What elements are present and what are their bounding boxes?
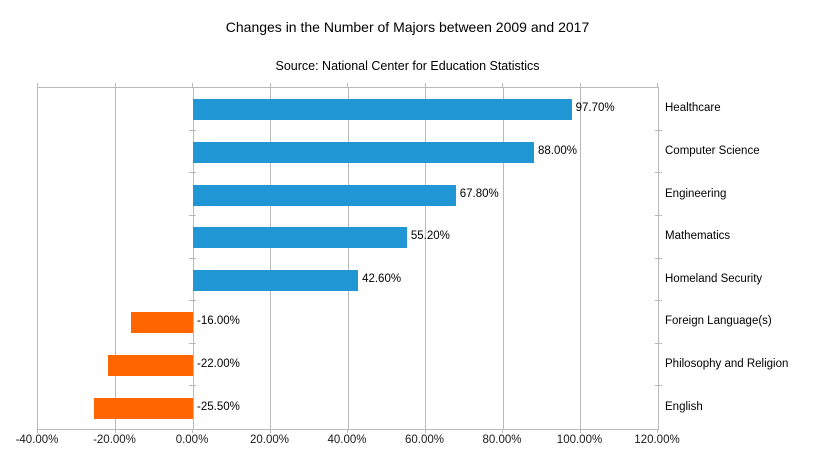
x-axis-tick xyxy=(424,429,426,433)
right-axis-row-tick xyxy=(655,130,662,131)
x-axis-tick xyxy=(269,429,271,433)
category-label-computer-science: Computer Science xyxy=(665,145,760,157)
value-label-english: -25.50% xyxy=(197,400,240,413)
gridline-100 xyxy=(580,88,581,429)
x-axis-tick xyxy=(502,429,503,433)
x-axis-top-tick xyxy=(579,83,581,87)
bar-healthcare xyxy=(193,98,572,120)
value-label-computer-science: 88.00% xyxy=(538,144,578,157)
x-tick-label--20: -20.00% xyxy=(93,434,136,446)
x-axis-tick xyxy=(657,429,658,433)
category-label-engineering: Engineering xyxy=(665,188,727,200)
right-axis-row-tick xyxy=(655,172,662,173)
plot-area xyxy=(37,87,659,430)
x-axis-top-tick xyxy=(347,83,348,87)
x-tick-label-60: 60.00% xyxy=(404,434,444,446)
chart-subtitle: Source: National Center for Education St… xyxy=(275,59,540,73)
value-label-mathematics: 55.20% xyxy=(410,229,450,242)
x-axis-top-tick xyxy=(502,83,503,87)
bar-english xyxy=(94,397,193,419)
bar-engineering xyxy=(193,184,456,206)
x-axis-top-tick xyxy=(269,83,271,87)
gridline-20 xyxy=(270,88,271,429)
value-label-foreign-language-s: -16.00% xyxy=(197,314,240,327)
zero-axis-row-tick xyxy=(189,172,196,173)
x-axis-top-tick xyxy=(657,83,658,87)
x-tick-label-0: 0.00% xyxy=(175,434,209,446)
category-label-philosophy-and-religion: Philosophy and Religion xyxy=(665,358,789,370)
zero-axis-row-tick xyxy=(189,258,196,259)
bar-foreign-language-s xyxy=(131,311,193,333)
x-tick-label-80: 80.00% xyxy=(482,434,522,446)
x-tick-label--40: -40.00% xyxy=(15,434,59,446)
gridline--20 xyxy=(115,88,116,429)
chart-title: Changes in the Number of Majors between … xyxy=(225,19,590,35)
bar-computer-science xyxy=(193,141,534,163)
category-label-foreign-language-s: Foreign Language(s) xyxy=(665,315,772,327)
zero-axis-row-tick xyxy=(189,130,196,131)
right-axis-row-tick xyxy=(655,385,662,386)
category-label-mathematics: Mathematics xyxy=(665,230,731,242)
x-axis-top-tick xyxy=(424,83,426,87)
category-label-healthcare: Healthcare xyxy=(665,102,721,114)
x-tick-label-120: 120.00% xyxy=(634,434,680,446)
category-label-english: English xyxy=(665,401,703,413)
value-label-engineering: 67.80% xyxy=(459,187,499,200)
bar-homeland-security xyxy=(193,269,359,291)
zero-axis-row-tick xyxy=(189,385,196,386)
x-axis-top-tick xyxy=(37,83,38,87)
gridline-80 xyxy=(502,88,504,429)
value-label-philosophy-and-religion: -22.00% xyxy=(197,357,240,370)
bar-mathematics xyxy=(193,226,407,248)
x-axis-tick xyxy=(37,429,38,433)
right-axis-row-tick xyxy=(655,343,662,344)
x-axis-tick xyxy=(114,429,116,433)
right-axis-row-tick xyxy=(655,258,662,259)
zero-axis-row-tick xyxy=(189,343,196,344)
x-axis-tick xyxy=(192,429,193,433)
x-tick-label-20: 20.00% xyxy=(249,434,289,446)
gridline-60 xyxy=(425,88,426,429)
x-axis-tick xyxy=(579,429,581,433)
right-axis-row-tick xyxy=(655,300,662,301)
x-axis-top-tick xyxy=(114,83,116,87)
x-tick-label-40: 40.00% xyxy=(327,434,367,446)
x-axis-top-tick xyxy=(192,83,193,87)
value-label-homeland-security: 42.60% xyxy=(362,272,402,285)
right-axis-row-tick xyxy=(655,215,662,216)
x-tick-label-100: 100.00% xyxy=(556,434,603,446)
zero-axis-row-tick xyxy=(189,300,196,301)
gridline-40 xyxy=(347,88,349,429)
category-label-homeland-security: Homeland Security xyxy=(665,273,763,285)
zero-axis-row-tick xyxy=(189,215,196,216)
x-axis-tick xyxy=(347,429,348,433)
value-label-healthcare: 97.70% xyxy=(575,101,615,114)
bar-philosophy-and-religion xyxy=(107,354,193,376)
